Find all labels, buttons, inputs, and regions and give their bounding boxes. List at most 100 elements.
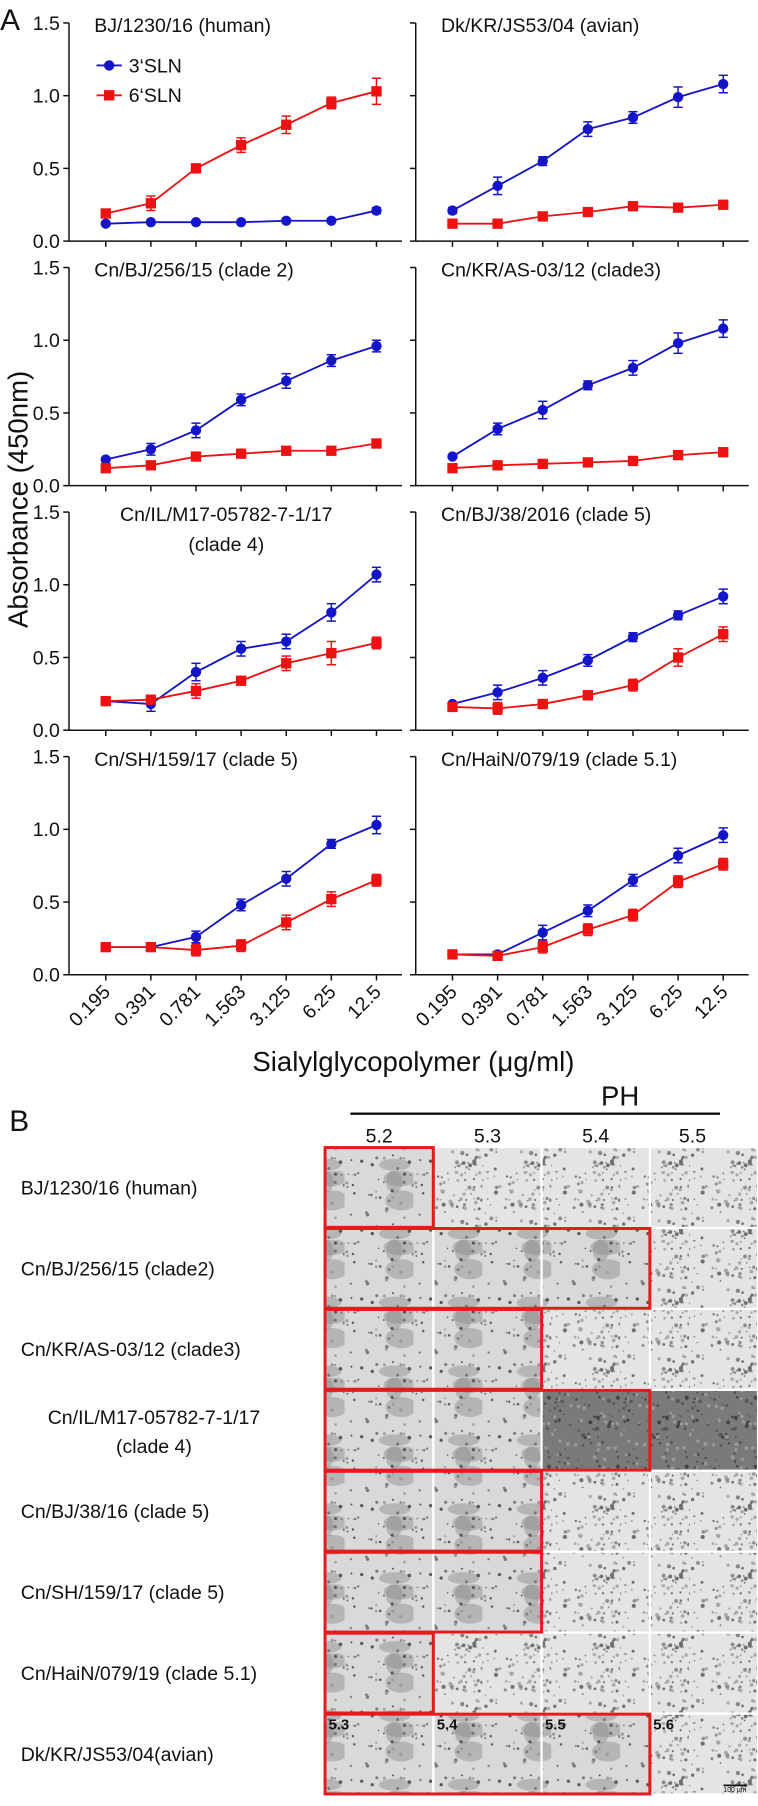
data-point	[627, 909, 639, 921]
data-point	[672, 91, 684, 103]
data-point	[145, 217, 157, 228]
x-axis-label: Sialylglycopolymer (μg/ml)	[252, 1046, 574, 1077]
micrograph	[542, 1471, 649, 1551]
y-tick-label: 1.0	[33, 86, 60, 108]
row-label: Dk/KR/JS53/04(avian)	[21, 1744, 214, 1766]
column-label: 5.3	[474, 1125, 501, 1147]
column-label: 5.5	[679, 1125, 706, 1147]
data-point	[582, 905, 594, 916]
micrograph	[542, 1148, 649, 1227]
data-point	[447, 701, 458, 713]
data-point	[537, 211, 548, 222]
chart-title: BJ/1230/16 (human)	[94, 15, 271, 37]
image-label: 5.5	[545, 1717, 566, 1734]
x-tick-label: 12.5	[690, 981, 733, 1024]
data-point	[371, 875, 382, 886]
data-point	[326, 893, 337, 905]
micrograph	[326, 1390, 433, 1470]
data-point	[492, 703, 503, 714]
panel-label: A	[0, 4, 20, 37]
micrograph	[650, 1714, 757, 1794]
row-label: Cn/BJ/38/16 (clade 5)	[21, 1501, 210, 1523]
micrograph	[326, 1229, 433, 1308]
data-point	[537, 404, 548, 416]
data-point	[371, 637, 382, 649]
x-tick-label: 3.125	[592, 981, 642, 1031]
data-point	[235, 139, 247, 151]
data-point	[190, 944, 202, 956]
data-point	[326, 215, 337, 226]
y-tick-label: 0.0	[33, 231, 60, 253]
micrograph	[434, 1148, 541, 1227]
x-tick-label: 0.195	[412, 981, 462, 1031]
micrograph	[326, 1633, 433, 1713]
data-point	[235, 675, 247, 686]
micrograph	[434, 1390, 541, 1470]
y-tick-label: 1.5	[33, 257, 60, 279]
data-point	[190, 425, 202, 436]
row-label: Cn/SH/159/17 (clade 5)	[21, 1582, 225, 1604]
chart-title: Cn/IL/M17-05782-7-1/17	[120, 504, 332, 526]
data-point	[627, 679, 639, 691]
y-tick-label: 0.5	[33, 647, 60, 669]
micrograph	[650, 1552, 757, 1632]
data-point	[190, 685, 202, 697]
data-point	[100, 208, 111, 219]
data-point	[627, 112, 639, 123]
column-label: 5.4	[582, 1125, 609, 1147]
data-point	[627, 362, 639, 374]
data-point	[281, 636, 292, 647]
y-tick-label: 1.5	[33, 13, 60, 35]
micrograph	[650, 1310, 757, 1389]
micrograph	[542, 1714, 649, 1794]
chart-title: Cn/KR/AS-03/12 (clade3)	[441, 260, 661, 282]
data-point	[281, 445, 292, 456]
fusion-box	[323, 1712, 652, 1796]
data-point	[145, 941, 157, 953]
data-point	[145, 198, 157, 209]
row-label: BJ/1230/16 (human)	[21, 1177, 198, 1199]
scale-bar-label: 100 μm	[723, 1787, 746, 1794]
y-tick-label: 0.5	[33, 403, 60, 425]
data-point	[537, 698, 548, 710]
micrograph	[434, 1633, 541, 1713]
chart-title: Cn/BJ/38/2016 (clade 5)	[441, 504, 651, 526]
data-point	[492, 423, 503, 435]
data-point	[492, 218, 503, 229]
data-point	[190, 451, 202, 462]
data-point	[672, 202, 684, 213]
data-point	[447, 205, 458, 216]
micrograph	[434, 1552, 541, 1632]
row-label: Cn/BJ/256/15 (clade2)	[21, 1258, 215, 1280]
data-point	[672, 876, 684, 887]
data-point	[100, 454, 111, 465]
data-point	[718, 78, 729, 90]
data-point	[718, 859, 729, 870]
data-point	[326, 355, 337, 366]
data-point	[235, 448, 247, 459]
x-tick-label: 1.563	[200, 981, 250, 1031]
data-point	[145, 460, 157, 471]
data-point	[281, 375, 292, 387]
data-point	[100, 463, 111, 474]
series-line	[452, 83, 724, 212]
micrograph	[542, 1633, 649, 1713]
data-point	[326, 97, 337, 109]
micrograph	[650, 1633, 757, 1713]
micrograph	[542, 1229, 649, 1308]
data-point	[718, 629, 729, 640]
data-point	[672, 449, 684, 461]
data-point	[326, 647, 337, 659]
legend-marker	[104, 90, 115, 101]
data-point	[281, 215, 292, 226]
y-tick-label: 1.0	[33, 330, 60, 352]
y-tick-label: 0.5	[33, 892, 60, 914]
micrograph	[326, 1714, 433, 1794]
data-point	[582, 380, 594, 391]
data-point	[537, 927, 548, 938]
data-point	[145, 694, 157, 705]
micrograph	[542, 1310, 649, 1389]
x-tick-label: 3.125	[245, 981, 295, 1031]
data-point	[492, 687, 503, 698]
y-tick-label: 0.0	[33, 476, 60, 498]
